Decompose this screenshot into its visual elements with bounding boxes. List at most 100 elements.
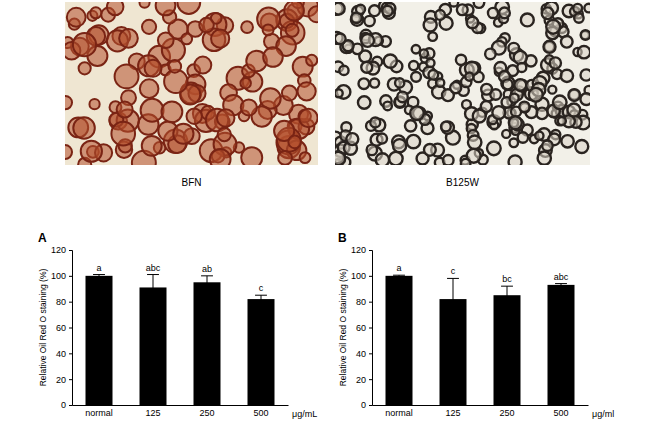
significance-letter: c — [451, 266, 456, 276]
cell — [550, 57, 561, 68]
cell — [300, 152, 311, 163]
y-tick-mark — [369, 328, 372, 329]
error-bar-cap — [393, 275, 405, 276]
cell — [194, 57, 211, 74]
cell — [553, 96, 567, 110]
cell — [435, 10, 445, 20]
cell — [465, 72, 473, 80]
cell — [542, 141, 553, 152]
cell — [376, 153, 389, 165]
y-tick-mark — [69, 379, 72, 380]
y-tick-label: 80 — [56, 297, 66, 307]
x-tick-label: 500 — [253, 408, 268, 418]
cell — [581, 69, 590, 80]
cell — [351, 13, 363, 25]
significance-letter: bc — [502, 274, 512, 284]
plot-marks — [386, 275, 575, 405]
y-tick-label: 120 — [351, 245, 366, 255]
error-bar-cap — [201, 275, 213, 276]
x-tick: normal — [85, 405, 113, 418]
cell — [509, 116, 522, 129]
cell — [580, 93, 590, 105]
cell — [73, 33, 96, 56]
cell — [410, 106, 424, 120]
cell — [581, 30, 590, 40]
error-bar-cap — [93, 277, 105, 278]
x-tick-label: 250 — [499, 408, 514, 418]
x-axis-title: μg/ml — [592, 409, 614, 419]
y-axis-line — [69, 251, 73, 406]
y-tick-label: 60 — [56, 323, 66, 333]
y-tick-mark — [69, 276, 72, 277]
cell — [107, 2, 124, 15]
cell — [309, 6, 318, 22]
cell — [339, 66, 348, 75]
cell — [468, 136, 481, 149]
cell — [359, 78, 370, 89]
cell — [502, 130, 510, 138]
y-tick: 0 — [61, 400, 72, 410]
chart: 020406080100120normal125250500μg/mLRelat… — [38, 231, 317, 419]
error-bar-stem — [261, 295, 262, 303]
cell — [140, 2, 150, 8]
error-bar — [201, 276, 213, 289]
y-tick: 20 — [56, 375, 72, 385]
cell — [278, 151, 292, 165]
cell — [573, 4, 582, 13]
cell — [461, 159, 471, 165]
cell — [89, 99, 99, 109]
y-tick-label: 100 — [51, 271, 66, 281]
bar — [194, 282, 221, 405]
y-tick: 60 — [356, 323, 372, 333]
cell — [538, 152, 551, 165]
cell — [548, 86, 556, 94]
cell — [356, 5, 365, 14]
y-axis: 0 20 40 60 80 100 120 — [51, 245, 73, 410]
error-bar-cap — [93, 274, 105, 275]
y-tick-mark — [69, 302, 72, 303]
cell — [485, 49, 496, 60]
cell — [450, 82, 461, 93]
y-tick-mark — [69, 353, 72, 354]
cell — [487, 142, 501, 156]
x-axis-line — [373, 405, 589, 406]
y-tick-label: 120 — [51, 245, 66, 255]
x-axis: normal 125 250 500 — [73, 405, 289, 418]
cell — [443, 155, 454, 165]
error-bar-cap — [501, 286, 513, 287]
x-tick: 250 — [499, 405, 514, 418]
cell — [409, 61, 418, 70]
cell — [299, 109, 317, 127]
x-axis-line — [73, 405, 289, 406]
cell — [90, 7, 101, 18]
error-bar — [555, 284, 567, 287]
cell — [561, 135, 573, 147]
y-tick-mark — [369, 379, 372, 380]
x-tick-label: 500 — [553, 408, 568, 418]
cell — [467, 17, 478, 28]
cell — [286, 24, 299, 37]
error-bar-cap — [393, 276, 405, 277]
cell — [546, 20, 560, 34]
cell — [424, 18, 437, 31]
cell — [141, 99, 164, 122]
cell — [218, 128, 231, 141]
x-tick: 125 — [145, 405, 160, 418]
x-tick: normal — [385, 405, 413, 418]
cell — [370, 79, 379, 88]
x-tick-label: normal — [385, 408, 413, 418]
cell — [517, 63, 526, 72]
cell — [558, 117, 566, 125]
cell — [361, 34, 374, 47]
error-bar-cap — [555, 286, 567, 287]
cell — [411, 72, 421, 82]
error-bar-stem — [153, 275, 154, 301]
error-bar-cap — [255, 295, 267, 296]
cell — [441, 122, 451, 132]
y-tick-mark — [369, 276, 372, 277]
y-tick-label: 40 — [56, 349, 66, 359]
cell — [217, 109, 235, 127]
x-tick: 250 — [199, 405, 214, 418]
cell — [518, 132, 528, 142]
cell — [405, 120, 416, 131]
